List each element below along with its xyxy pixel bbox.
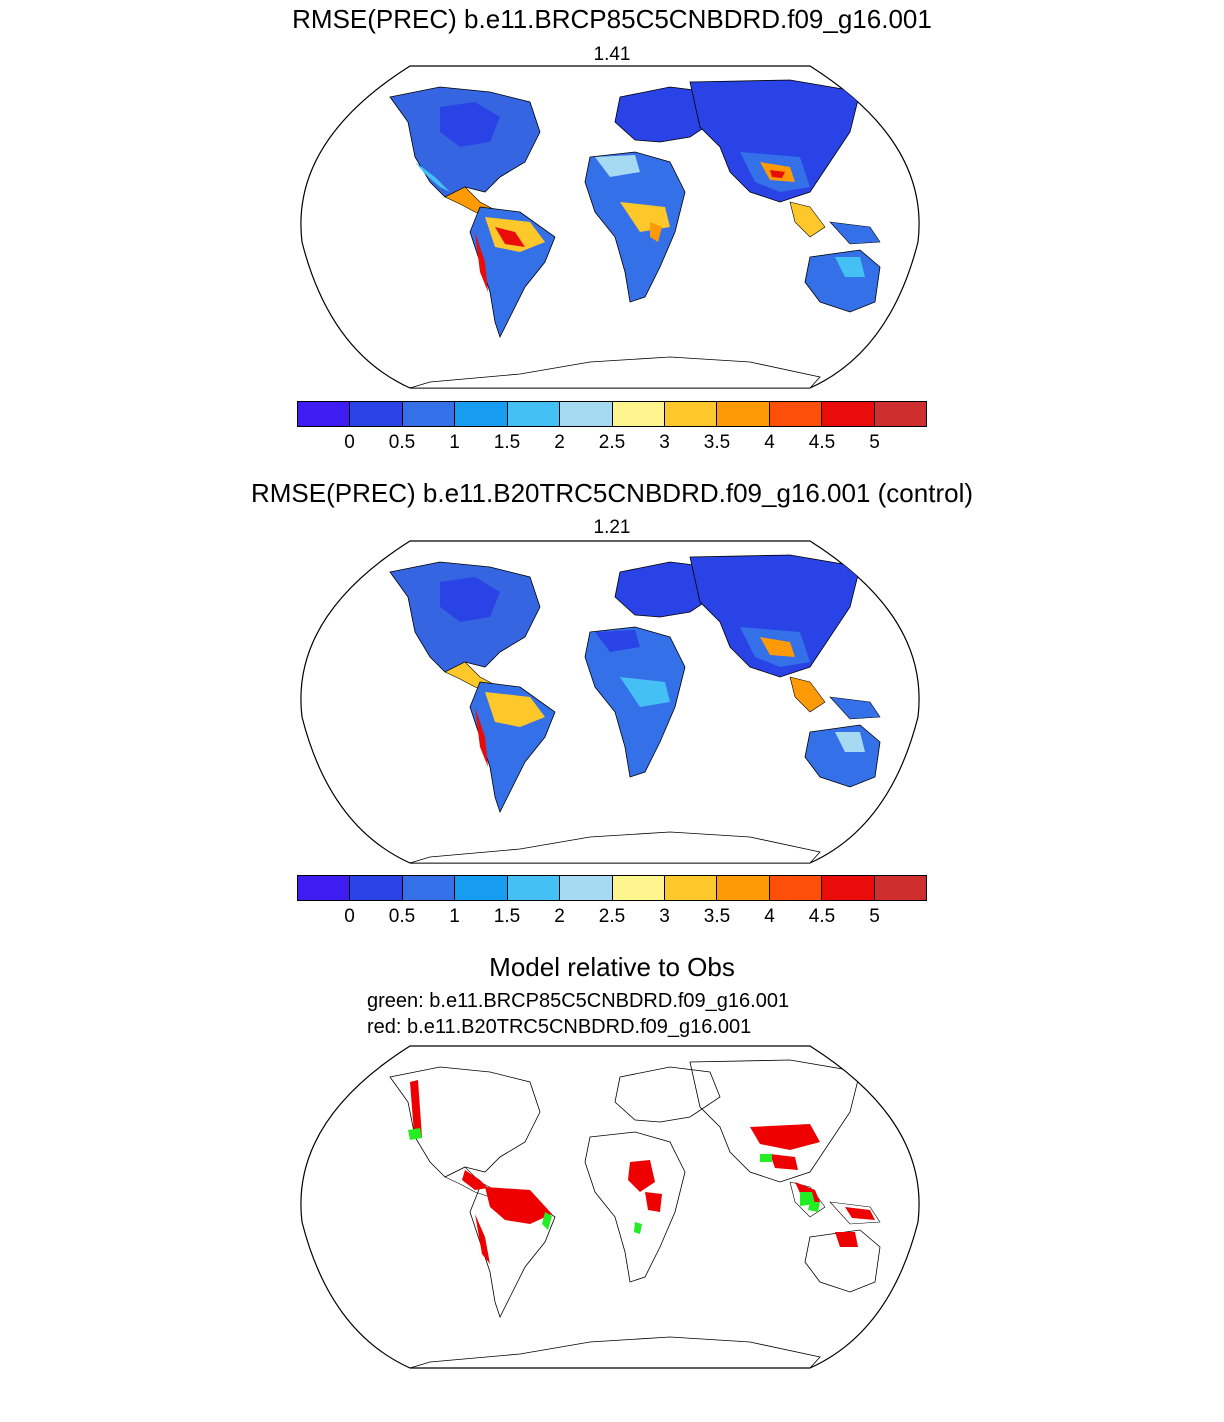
red-regions (410, 1080, 875, 1264)
antarctica (409, 1336, 821, 1368)
colorbar-label: 0 (344, 906, 355, 927)
colorbar-swatch-8 (664, 876, 718, 900)
antarctica (409, 831, 821, 863)
panel2-map (300, 540, 920, 864)
colorbar-label: 1 (449, 432, 460, 453)
colorbar-swatch-10 (769, 876, 823, 900)
colorbar-label: 1.5 (493, 432, 521, 453)
colorbar-swatch-3 (402, 402, 456, 426)
colorbar-swatch-4 (455, 876, 508, 900)
colorbar-label: 0.5 (388, 432, 416, 453)
comparison-map (300, 1045, 920, 1369)
colorbar-label: 2 (554, 906, 565, 927)
colorbar-swatch-5 (507, 402, 561, 426)
colorbar-label: 2.5 (598, 906, 626, 927)
africa (584, 1131, 686, 1283)
colorbar-swatch-3 (402, 876, 456, 900)
colorbar-label: 3 (659, 432, 670, 453)
comparison-title: Model relative to Obs (489, 952, 735, 982)
panel2-colorbar (297, 875, 927, 901)
colorbar-label: 3.5 (703, 432, 731, 453)
africa (584, 151, 686, 303)
africa (584, 626, 686, 778)
colorbar-swatch-12 (874, 876, 927, 900)
colorbar-swatch-9 (717, 402, 770, 426)
southeast-asia (789, 676, 826, 713)
europe (614, 86, 721, 143)
colorbar-swatch-7 (612, 402, 665, 426)
panel2-title: RMSE(PREC) b.e11.B20TRC5CNBDRD.f09_g16.0… (250, 478, 974, 508)
colorbar-label: 0 (344, 432, 355, 453)
colorbar-label: 3 (659, 906, 670, 927)
australia (804, 1229, 881, 1293)
north-america (389, 1066, 541, 1178)
colorbar-swatch-4 (455, 402, 508, 426)
panel2-global-rmse: 1.21 (593, 517, 631, 538)
colorbar-label: 3.5 (703, 906, 731, 927)
colorbar-label: 1 (449, 906, 460, 927)
colorbar-label: 4 (764, 432, 775, 453)
colorbar-label: 4 (764, 906, 775, 927)
comparison-red-label: red: b.e11.B20TRC5CNBDRD.f09_g16.001 (367, 1016, 752, 1038)
colorbar-swatch-6 (560, 876, 613, 900)
colorbar-swatch-11 (822, 876, 875, 900)
panel1-global-rmse: 1.41 (593, 44, 631, 65)
southeast-asia (789, 201, 826, 238)
europe (614, 561, 721, 618)
colorbar-swatch-6 (560, 402, 613, 426)
colorbar-swatch-2 (350, 876, 403, 900)
colorbar-label: 1.5 (493, 906, 521, 927)
colorbar-swatch-8 (664, 402, 718, 426)
colorbar-label: 5 (869, 432, 880, 453)
colorbar-label: 2 (554, 432, 565, 453)
europe (614, 1066, 721, 1123)
colorbar-label: 5 (869, 906, 880, 927)
panel1-colorbar (297, 401, 927, 427)
colorbar-label: 2.5 (598, 432, 626, 453)
colorbar-swatch-10 (769, 402, 823, 426)
colorbar-swatch-7 (612, 876, 665, 900)
panel1-title: RMSE(PREC) b.e11.BRCP85C5CNBDRD.f09_g16.… (292, 4, 932, 34)
panel1-map (300, 65, 920, 389)
comparison-green-label: green: b.e11.BRCP85C5CNBDRD.f09_g16.001 (367, 990, 790, 1012)
colorbar-swatch-12 (874, 402, 927, 426)
colorbar-swatch-11 (822, 402, 875, 426)
colorbar-swatch-1 (298, 402, 351, 426)
green-regions (408, 1128, 820, 1234)
colorbar-label: 4.5 (808, 432, 836, 453)
colorbar-swatch-2 (350, 402, 403, 426)
colorbar-label: 4.5 (808, 906, 836, 927)
colorbar-swatch-9 (717, 876, 770, 900)
panel2-colorbar-labels: 0 0.5 1 1.5 2 2.5 3 3.5 4 4.5 5 (297, 906, 927, 930)
map-frame (300, 1045, 920, 1369)
colorbar-label: 0.5 (388, 906, 416, 927)
antarctica (409, 356, 821, 388)
panel1-colorbar-labels: 0 0.5 1 1.5 2 2.5 3 3.5 4 4.5 5 (297, 432, 927, 456)
colorbar-swatch-5 (507, 876, 561, 900)
colorbar-swatch-1 (298, 876, 351, 900)
southeast-asia (789, 1181, 826, 1218)
